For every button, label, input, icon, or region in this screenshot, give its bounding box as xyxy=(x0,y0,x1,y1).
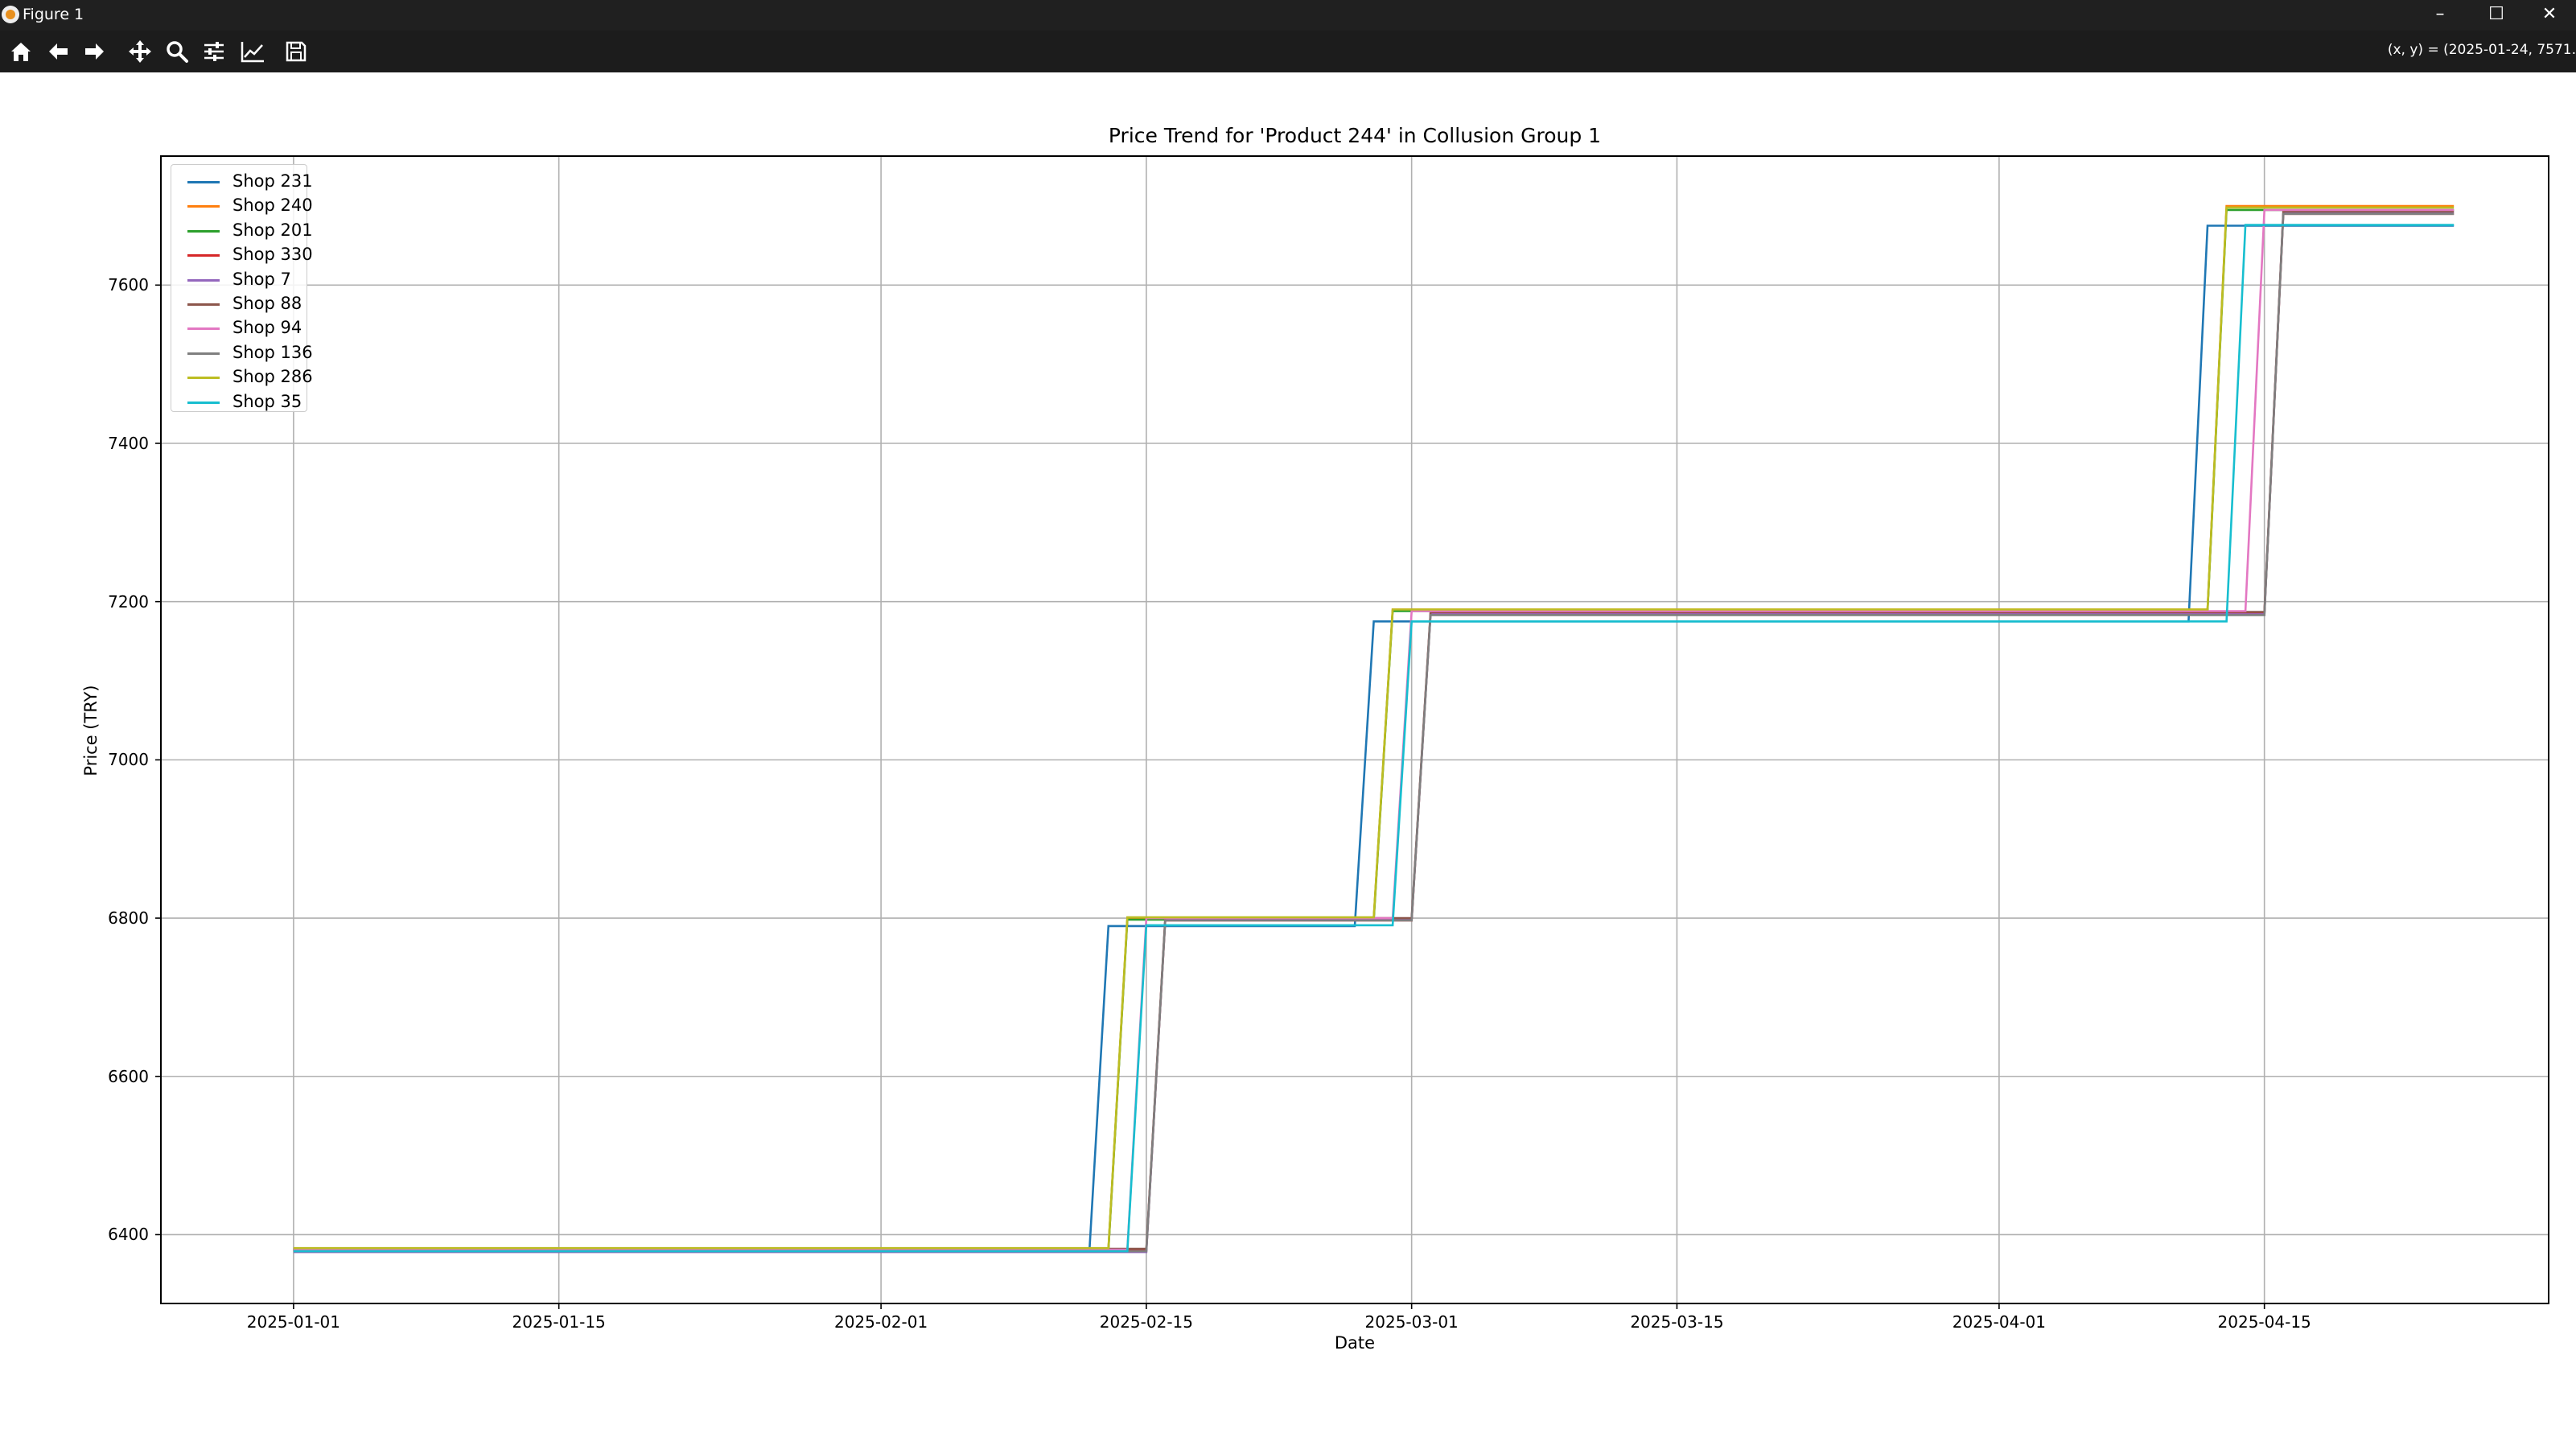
legend-swatch xyxy=(187,278,220,282)
x-tick-label: 2025-04-01 xyxy=(1952,1312,2046,1332)
x-tick-label: 2025-01-01 xyxy=(246,1312,340,1332)
matplotlib-app-icon xyxy=(2,6,19,23)
window-titlebar: Figure 1 – ☐ ✕ xyxy=(0,0,2576,31)
legend-swatch xyxy=(187,254,220,257)
series-line xyxy=(293,210,2455,1250)
minimize-button[interactable]: – xyxy=(2435,4,2445,24)
series-line xyxy=(293,208,2455,1251)
cursor-coordinates: (x, y) = (2025-01-24, 7571. xyxy=(2387,42,2576,58)
axes-frame xyxy=(160,155,2549,1304)
legend-swatch xyxy=(187,401,220,404)
legend-label: Shop 240 xyxy=(232,196,313,216)
grid xyxy=(161,156,2549,1303)
edit-axis-icon xyxy=(241,42,264,63)
legend-label: Shop 330 xyxy=(232,245,313,265)
legend-item: Shop 35 xyxy=(179,390,308,414)
configure-subplots-button[interactable] xyxy=(198,37,230,66)
legend-swatch xyxy=(187,205,220,208)
data-series xyxy=(293,204,2455,1254)
navigation-toolbar xyxy=(0,31,2576,72)
legend-item: Shop 240 xyxy=(179,194,313,218)
forward-button[interactable] xyxy=(79,37,111,66)
legend-swatch xyxy=(187,303,220,306)
zoom-icon xyxy=(167,41,188,63)
home-icon xyxy=(11,43,31,61)
y-tick-label: 6400 xyxy=(108,1225,149,1245)
legend-swatch xyxy=(187,181,220,183)
legend-swatch xyxy=(187,377,220,380)
series-line xyxy=(293,208,2455,1251)
window-title: Figure 1 xyxy=(23,6,84,23)
legend-item: Shop 201 xyxy=(179,219,313,243)
legend-item: Shop 330 xyxy=(179,243,313,267)
y-tick-label: 6800 xyxy=(108,908,149,929)
legend-item: Shop 7 xyxy=(179,268,308,292)
legend-label: Shop 231 xyxy=(232,171,313,191)
legend-item: Shop 136 xyxy=(179,341,313,365)
legend-swatch xyxy=(187,229,220,233)
x-axis-label: Date xyxy=(1334,1333,1376,1353)
y-tick-label: 7600 xyxy=(108,275,149,295)
y-tick-label: 6600 xyxy=(108,1066,149,1086)
legend-item: Shop 231 xyxy=(179,170,313,194)
series-line xyxy=(293,211,2455,1254)
series-line xyxy=(293,212,2455,1252)
legend-swatch xyxy=(187,352,220,355)
legend-label: Shop 136 xyxy=(232,342,313,362)
legend-label: Shop 35 xyxy=(232,391,302,411)
x-tick-label: 2025-02-01 xyxy=(833,1312,928,1332)
chart-title: Price Trend for 'Product 244' in Collusi… xyxy=(1108,124,1602,147)
pan-button[interactable] xyxy=(124,37,156,66)
legend-label: Shop 7 xyxy=(232,269,291,289)
legend-label: Shop 94 xyxy=(232,318,302,338)
legend-label: Shop 286 xyxy=(232,367,313,387)
series-line xyxy=(293,212,2455,1253)
edit-axis-button[interactable] xyxy=(237,37,269,66)
y-axis-label: Price (TRY) xyxy=(81,685,101,776)
back-icon xyxy=(49,43,68,60)
tick-marks xyxy=(155,284,2265,1309)
y-tick-label: 7000 xyxy=(108,750,149,770)
close-button[interactable]: ✕ xyxy=(2541,4,2557,24)
series-line xyxy=(293,224,2455,1252)
legend-label: Shop 201 xyxy=(232,220,313,240)
series-line xyxy=(293,204,2455,1250)
save-button[interactable] xyxy=(280,37,312,66)
forward-icon xyxy=(85,43,104,60)
home-button[interactable] xyxy=(5,37,37,66)
legend: Shop 231 Shop 240 Shop 201 Shop 330 Shop 7 Sh… xyxy=(171,164,313,414)
x-tick-label: 2025-03-01 xyxy=(1364,1312,1459,1332)
zoom-button[interactable] xyxy=(161,37,193,66)
y-tick-label: 7200 xyxy=(108,591,149,612)
y-tick-label: 7400 xyxy=(108,433,149,453)
x-tick-label: 2025-03-15 xyxy=(1630,1312,1724,1332)
legend-item: Shop 94 xyxy=(179,316,308,340)
series-line xyxy=(293,224,2455,1253)
legend-swatch xyxy=(187,327,220,331)
x-tick-label: 2025-02-15 xyxy=(1099,1312,1193,1332)
maximize-button[interactable]: ☐ xyxy=(2488,4,2504,24)
save-icon xyxy=(286,41,307,62)
pan-icon xyxy=(129,40,151,63)
x-tick-label: 2025-01-15 xyxy=(512,1312,606,1332)
legend-item: Shop 88 xyxy=(179,292,308,316)
configure-subplots-icon xyxy=(204,42,224,61)
legend-item: Shop 286 xyxy=(179,365,313,389)
back-button[interactable] xyxy=(42,37,74,66)
legend-label: Shop 88 xyxy=(232,294,302,313)
x-tick-label: 2025-04-15 xyxy=(2217,1312,2311,1332)
series-line xyxy=(293,206,2455,1250)
